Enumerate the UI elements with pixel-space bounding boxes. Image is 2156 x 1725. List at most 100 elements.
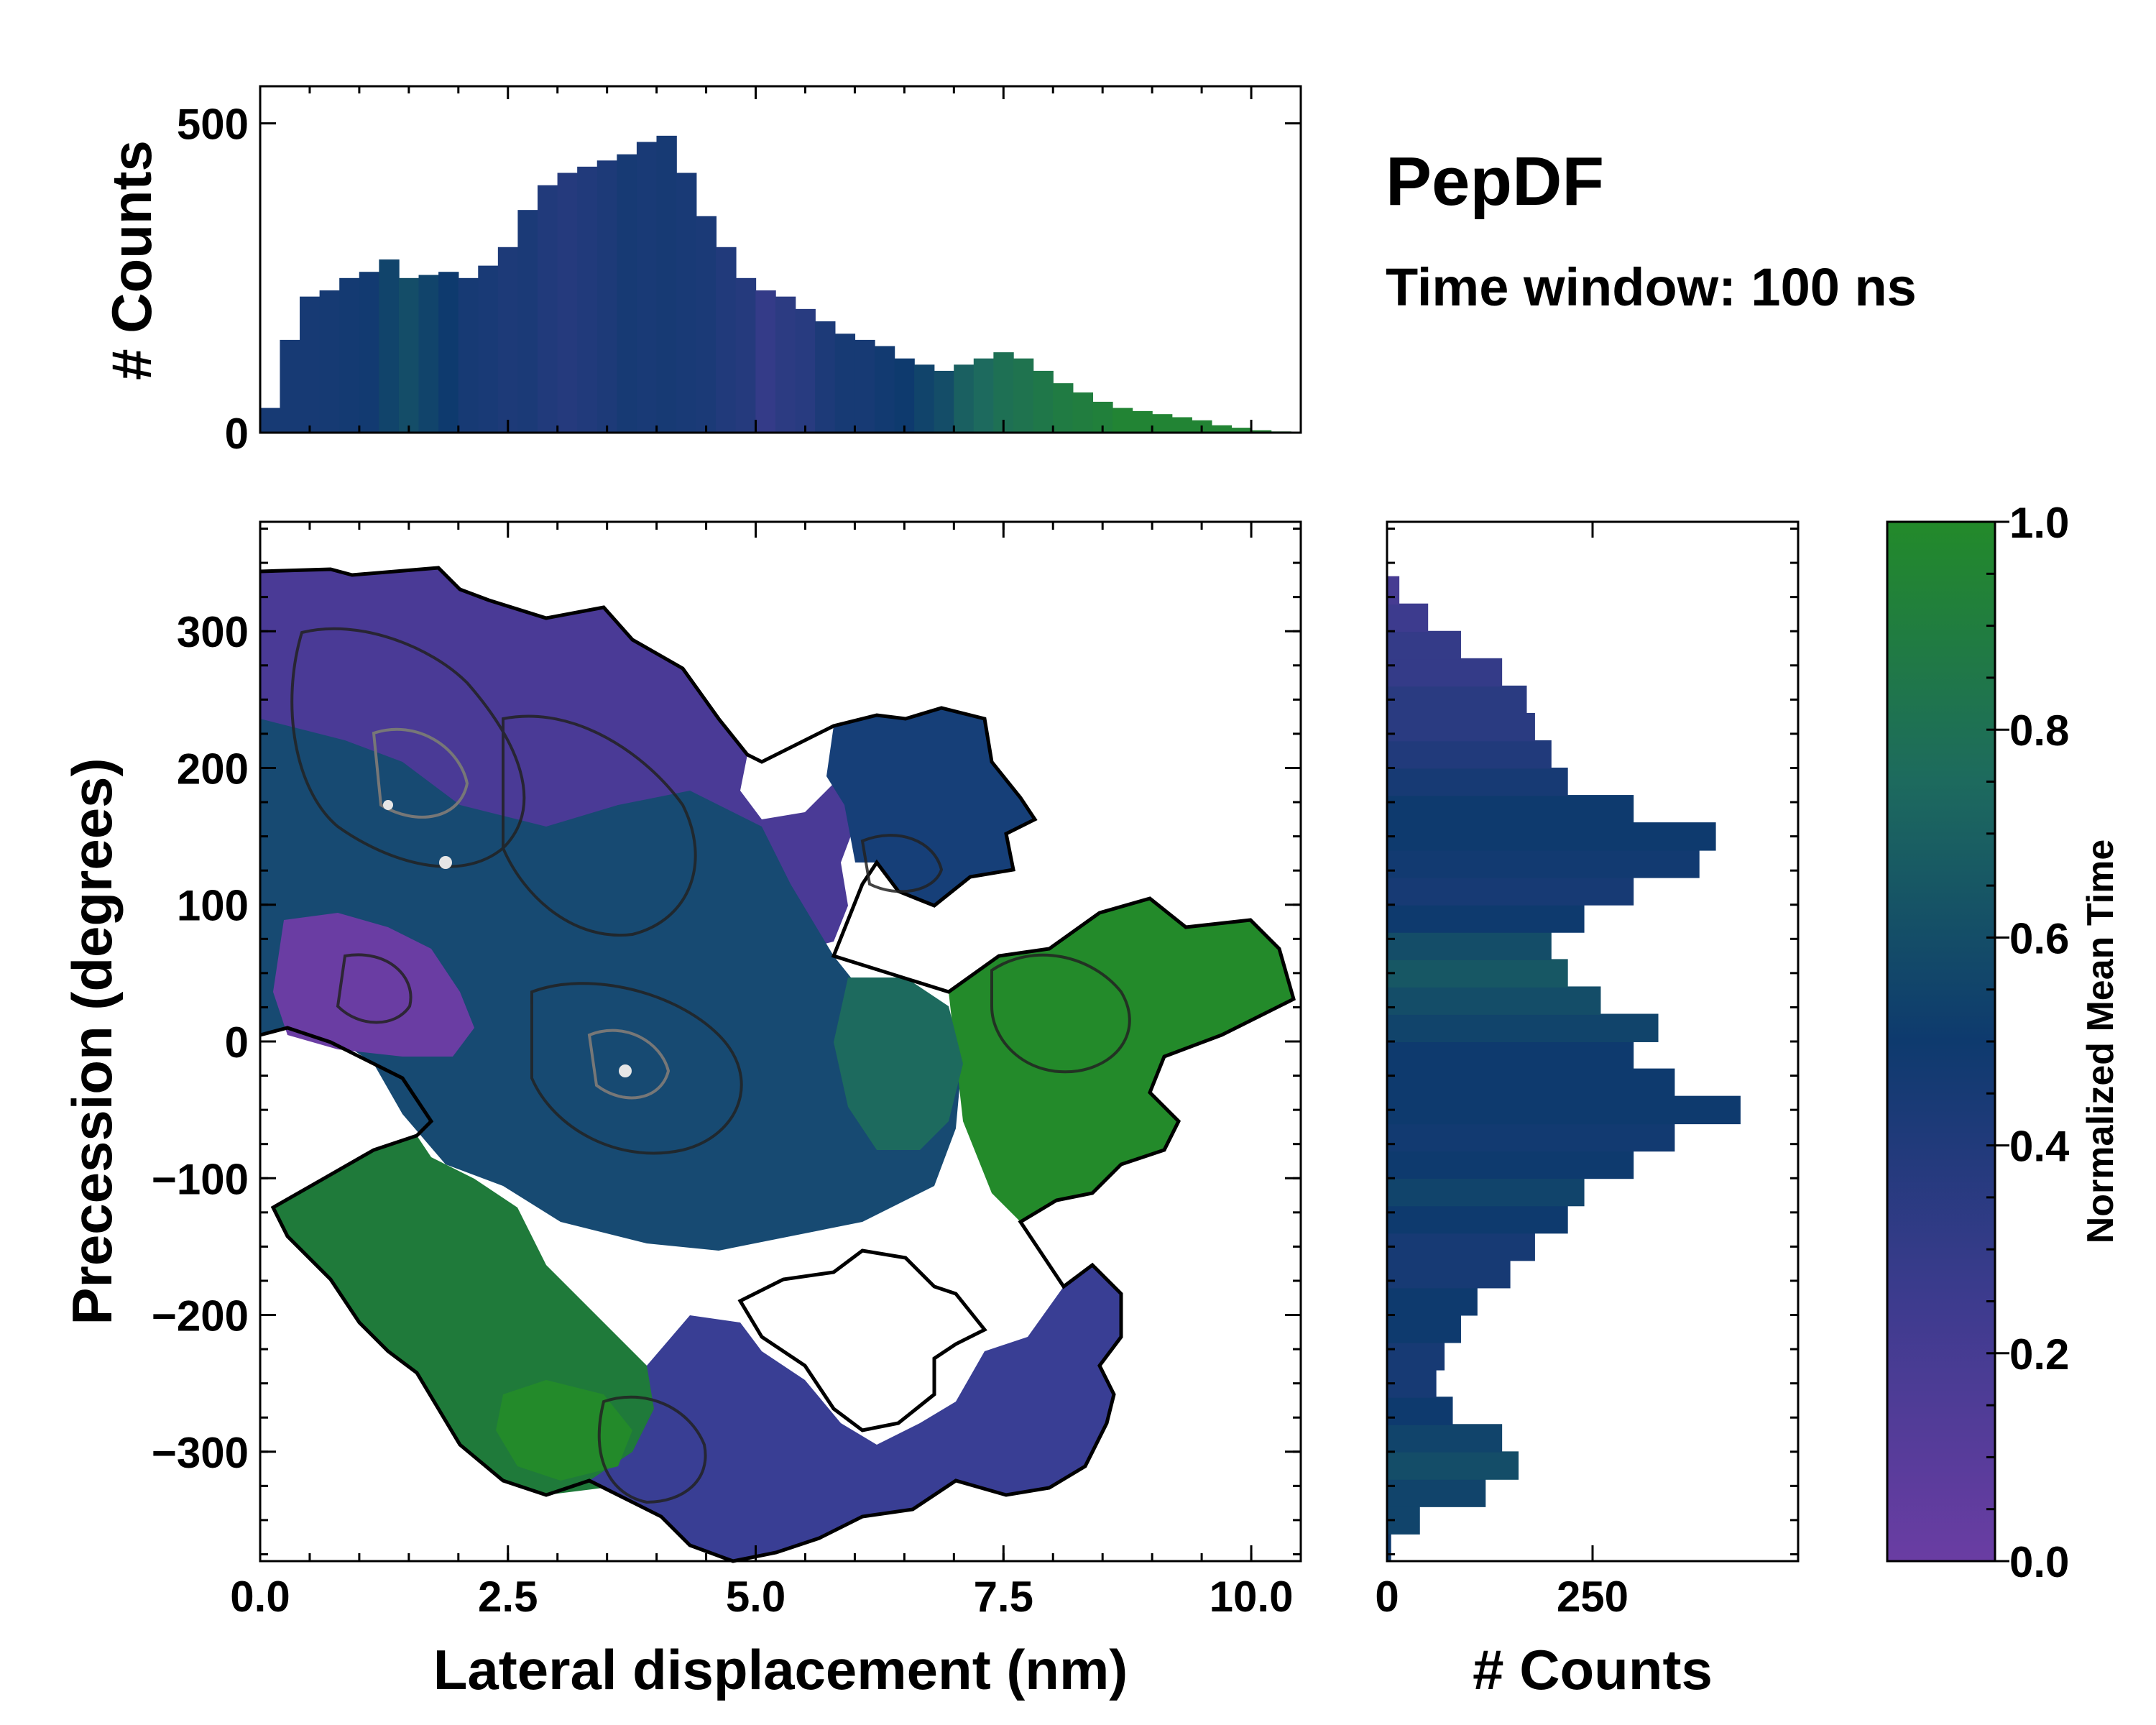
top-histogram-bar xyxy=(617,154,637,433)
top-histogram-bar xyxy=(1152,414,1173,433)
main-xlabel: Lateral displacement (nm) xyxy=(433,1638,1128,1701)
right-histogram-bars xyxy=(1387,576,1741,1562)
xtick-label: 5.0 xyxy=(726,1573,786,1621)
right-histogram-bar xyxy=(1387,904,1585,933)
right-histogram-bar xyxy=(1387,877,1634,906)
right-histogram-bar xyxy=(1387,850,1700,878)
top-histogram-bar xyxy=(696,216,717,433)
right-histogram-bar xyxy=(1387,986,1601,1015)
top-histogram-bar xyxy=(1053,383,1074,433)
right-histogram-bar xyxy=(1387,1232,1535,1261)
top-histogram-bar xyxy=(656,135,677,433)
right-histogram-bar xyxy=(1387,1424,1503,1453)
top-histogram-bar xyxy=(319,290,340,433)
top-histogram-bar xyxy=(1211,425,1233,433)
xtick-label: 0 xyxy=(1375,1573,1399,1621)
region-left-purple-patch xyxy=(273,913,474,1057)
colorbar-tick-label: 0.2 xyxy=(2009,1330,2069,1379)
xtick-label: 2.5 xyxy=(478,1573,538,1621)
ytick-label: 0 xyxy=(225,410,249,458)
top-histogram-bar xyxy=(1033,370,1054,433)
ytick-label: 300 xyxy=(177,608,249,656)
top-histogram-bar xyxy=(1171,417,1192,433)
density-peak xyxy=(439,856,452,869)
right-histogram-bar xyxy=(1387,1533,1391,1562)
support-outline xyxy=(259,566,1296,1563)
top-histogram-bar xyxy=(398,277,420,433)
density-peak xyxy=(383,800,393,810)
colorbar-ticks: 0.0 0.2 0.4 0.6 0.8 1.0 xyxy=(1986,499,2070,1586)
ytick-label: 200 xyxy=(177,745,249,793)
density-peak xyxy=(619,1064,632,1077)
ytick-label: −300 xyxy=(152,1429,249,1477)
top-histogram-bar xyxy=(1072,392,1094,433)
top-histogram-bar xyxy=(379,259,400,433)
colorbar-tick-label: 0.8 xyxy=(2009,707,2069,755)
ytick-label: −100 xyxy=(152,1155,249,1203)
right-histogram-xticks: 0 250 xyxy=(1375,522,1798,1621)
top-histogram-bar xyxy=(497,247,519,433)
right-histogram-bar xyxy=(1387,685,1527,714)
top-histogram-bar xyxy=(735,277,757,433)
right-histogram-bar xyxy=(1387,1041,1634,1070)
top-histogram-bar xyxy=(557,172,578,433)
region-teal-transition xyxy=(834,978,963,1150)
top-histogram-bar xyxy=(577,166,598,433)
region-lower-green-patch xyxy=(496,1380,632,1481)
top-histogram-bar xyxy=(954,364,975,433)
colorbar-tick-label: 1.0 xyxy=(2009,499,2069,547)
heatmap-regions xyxy=(260,568,1294,1561)
xtick-label: 250 xyxy=(1557,1573,1628,1621)
right-histogram-bar xyxy=(1387,1205,1568,1234)
main-yticks: −300 −200 −100 0 100 200 300 xyxy=(152,528,1301,1555)
top-histogram-bar xyxy=(894,358,915,433)
top-histogram-bar xyxy=(1250,430,1272,433)
top-histogram-bar xyxy=(339,277,360,433)
ytick-label: −200 xyxy=(152,1292,249,1340)
right-histogram-bar xyxy=(1387,630,1461,660)
density-contours xyxy=(290,627,1131,1504)
xtick-label: 7.5 xyxy=(974,1573,1033,1621)
right-histogram-bar xyxy=(1387,1123,1675,1152)
top-histogram-bar xyxy=(914,364,935,433)
ytick-label: 100 xyxy=(177,882,249,930)
top-histogram-bar xyxy=(1112,408,1133,433)
top-histogram-bar xyxy=(1013,358,1034,433)
top-histogram-bar xyxy=(676,172,697,433)
top-histogram-bar xyxy=(716,247,737,433)
right-histogram-bar xyxy=(1387,1150,1634,1179)
right-histogram-bar xyxy=(1387,712,1535,742)
top-histogram-bar xyxy=(834,334,856,433)
right-histogram-bar xyxy=(1387,795,1634,824)
right-histogram-bar xyxy=(1387,1478,1486,1507)
right-histogram-bar xyxy=(1387,1259,1511,1289)
region-upper-right-island xyxy=(826,708,1035,906)
figure-subtitle: Time window: 100 ns xyxy=(1386,257,1917,317)
top-histogram-bar xyxy=(795,308,816,433)
top-histogram-bar xyxy=(438,272,459,433)
right-histogram-xlabel: # Counts xyxy=(1473,1638,1713,1701)
main-xticks: 0.0 2.5 5.0 7.5 10.0 xyxy=(230,522,1302,1621)
right-histogram-bar xyxy=(1387,822,1716,851)
top-histogram-bar xyxy=(280,339,300,433)
colorbar: 0.0 0.2 0.4 0.6 0.8 1.0 Normalized Mean Time xyxy=(1886,499,2122,1586)
right-histogram-bar xyxy=(1387,768,1568,796)
top-histogram-bar xyxy=(259,408,281,433)
top-histogram-bar xyxy=(775,296,796,433)
xtick-label: 10.0 xyxy=(1210,1573,1294,1621)
right-histogram-bar xyxy=(1387,658,1503,687)
top-histogram-bar xyxy=(359,272,380,433)
figure-title: PepDF xyxy=(1386,143,1604,220)
top-histogram-bar xyxy=(538,185,558,433)
right-histogram-bar xyxy=(1387,1315,1461,1343)
ytick-label: 0 xyxy=(225,1018,249,1067)
top-histogram-bar xyxy=(458,277,479,433)
right-histogram-bar xyxy=(1387,1397,1453,1425)
region-right-green-lobe xyxy=(949,898,1294,1222)
colorbar-tick-label: 0.0 xyxy=(2009,1538,2069,1586)
right-histogram-bar xyxy=(1387,1095,1741,1125)
right-histogram-bar xyxy=(1387,1177,1585,1207)
right-histogram-bar xyxy=(1387,1287,1478,1316)
region-lower-purple-lobe xyxy=(589,1265,1121,1561)
